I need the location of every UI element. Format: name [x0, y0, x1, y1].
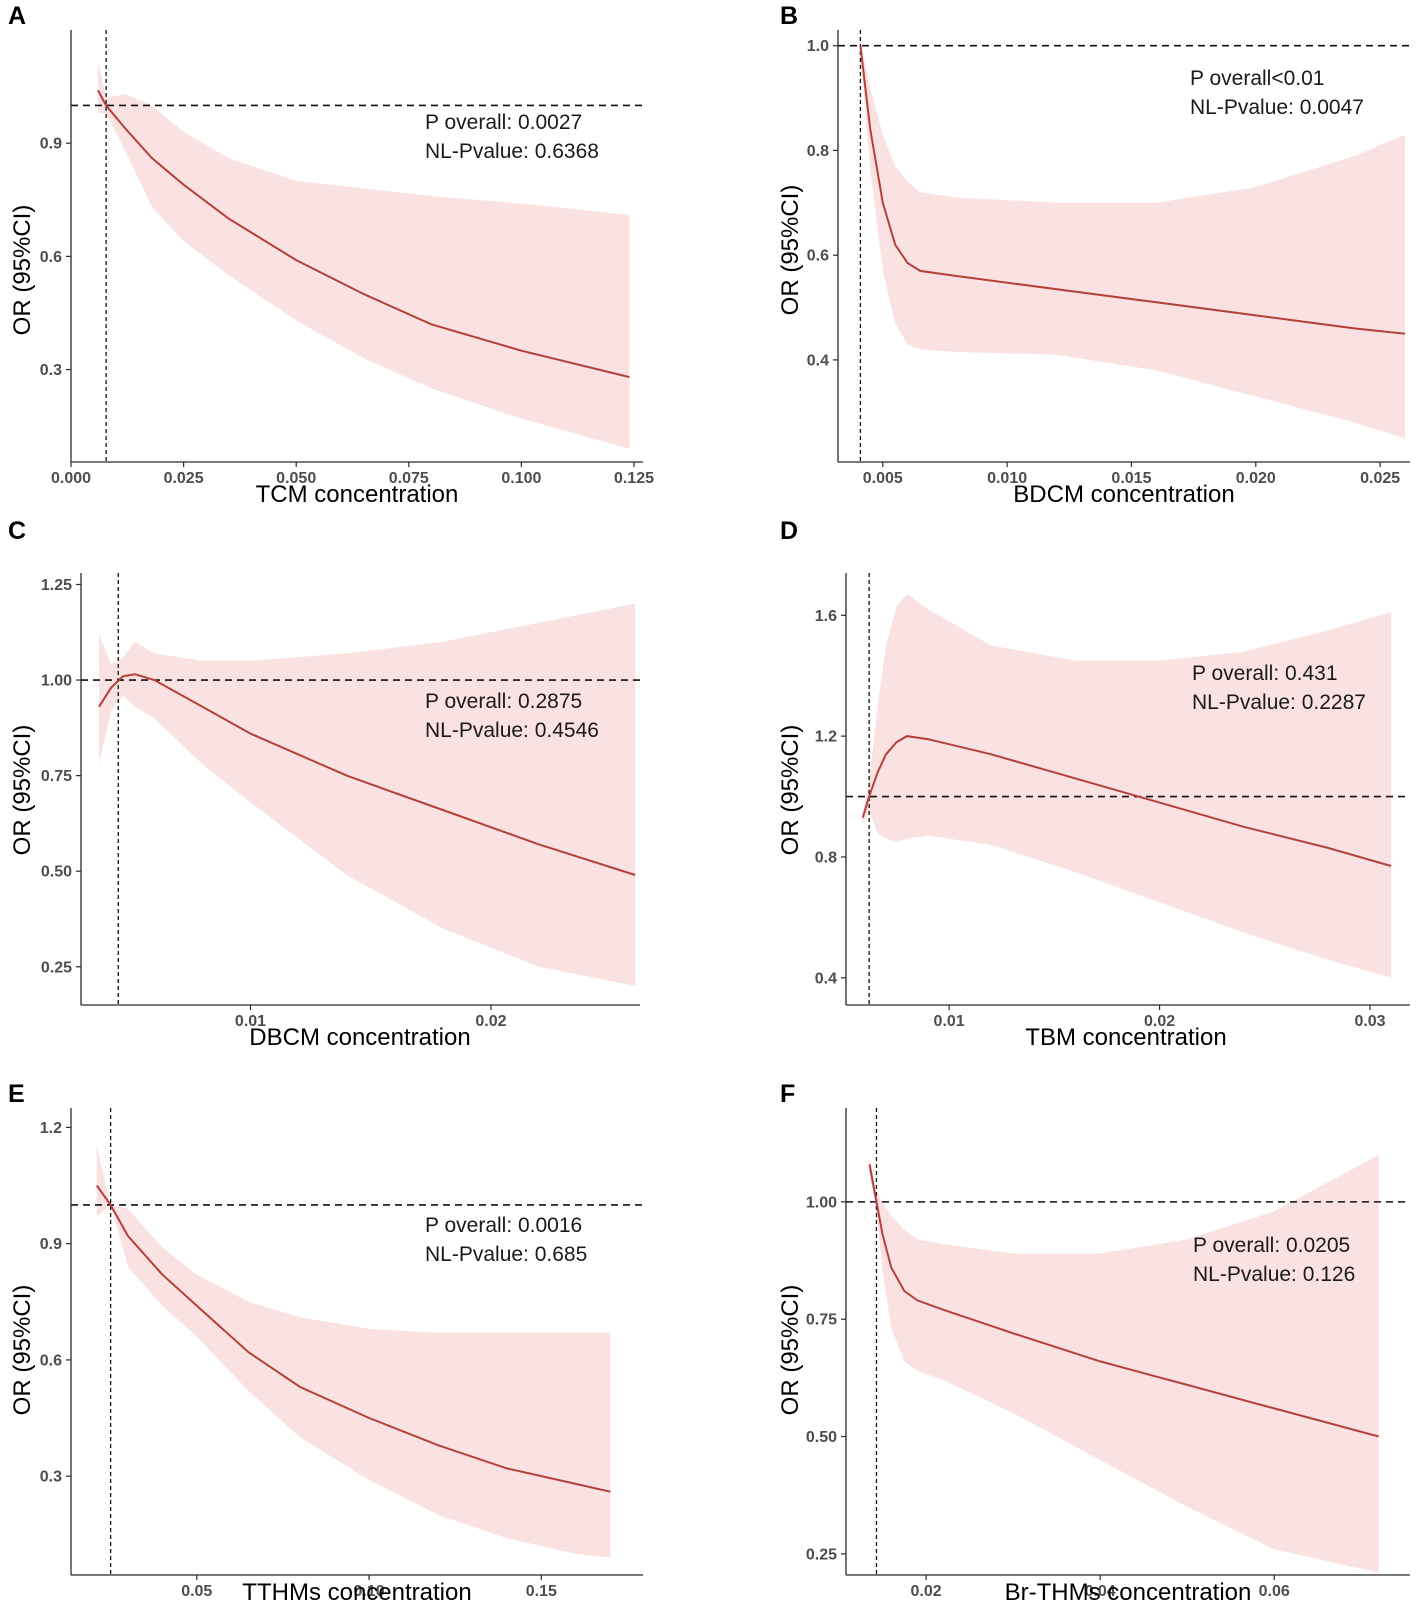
panel-letter: F: [780, 1080, 795, 1108]
confidence-band: [96, 1146, 611, 1558]
y-tick-label: 0.9: [40, 1236, 62, 1253]
y-tick-label: 0.6: [40, 1352, 62, 1369]
y-tick-label: 0.50: [806, 1429, 837, 1446]
panel-letter: E: [8, 1080, 25, 1108]
p-value-annotation: P overall<0.01: [1190, 67, 1324, 90]
or-curve: [868, 1164, 1379, 1438]
y-tick-label: 0.75: [41, 768, 72, 785]
x-tick-label: 0.01: [235, 1013, 266, 1030]
y-tick-label: 0.8: [815, 849, 837, 866]
panel-letter: A: [8, 2, 26, 30]
x-tick-label: 0.10: [353, 1583, 384, 1600]
y-axis-title: OR (95%CI): [9, 725, 36, 856]
x-tick-label: 0.05: [181, 1583, 212, 1600]
y-tick-label: 0.25: [806, 1546, 837, 1563]
x-tick-label: 0.100: [501, 470, 541, 487]
or-curve: [95, 1184, 611, 1493]
or-curve: [859, 45, 1406, 335]
panel-a: 0.000 0.025 0.050 0.075 0.100 0.125 0.3 0.6 0.9 A…: [8, 2, 654, 508]
x-axis-title: TCM concentration: [256, 481, 459, 508]
panel-e: 0.05 0.10 0.15 0.3 0.6 0.9 1.2 E TTHMs concentra…: [8, 1080, 643, 1606]
y-tick-label: 1.0: [807, 38, 829, 55]
x-tick-label: 0.02: [1144, 1013, 1175, 1030]
y-axis-title: OR (95%CI): [9, 1285, 36, 1416]
panel-b: 0.005 0.010 0.015 0.020 0.025 0.4 0.6 0.8 1.0 B BD…: [777, 2, 1410, 508]
x-tick-label: 0.050: [276, 470, 316, 487]
y-tick-label: 1.00: [41, 673, 72, 690]
confidence-band: [99, 603, 636, 986]
y-tick-label: 0.6: [807, 248, 829, 265]
p-value-annotation: NL-Pvalue: 0.126: [1193, 1263, 1355, 1286]
panel-letter: C: [8, 517, 26, 545]
p-value-annotation: P overall: 0.431: [1192, 662, 1338, 685]
x-tick-label: 0.01: [934, 1013, 965, 1030]
y-tick-label: 0.8: [807, 143, 829, 160]
y-tick-label: 0.6: [40, 249, 62, 266]
panel-letter: D: [780, 517, 798, 545]
x-tick-label: 0.005: [863, 470, 903, 487]
x-tick-label: 0.125: [614, 470, 654, 487]
x-tick-label: 0.15: [526, 1583, 557, 1600]
p-value-annotation: P overall: 0.2875: [425, 690, 582, 713]
x-tick-label: 0.02: [475, 1013, 506, 1030]
y-tick-label: 0.25: [41, 959, 72, 976]
x-tick-label: 0.025: [1360, 470, 1400, 487]
y-tick-label: 0.3: [40, 362, 62, 379]
p-value-annotation: P overall: 0.0027: [425, 111, 582, 134]
y-tick-label: 0.4: [807, 352, 829, 369]
y-tick-label: 1.2: [815, 729, 837, 746]
y-tick-label: 1.6: [815, 608, 837, 625]
p-value-annotation: NL-Pvalue: 0.4546: [425, 719, 599, 742]
x-tick-label: 0.03: [1354, 1013, 1385, 1030]
confidence-band: [869, 1154, 1379, 1573]
p-value-annotation: NL-Pvalue: 0.2287: [1192, 691, 1366, 714]
confidence-band: [862, 594, 1392, 978]
y-tick-label: 1.00: [806, 1194, 837, 1211]
y-axis-title: OR (95%CI): [777, 725, 804, 856]
y-axis-title: OR (95%CI): [9, 205, 36, 336]
x-tick-label: 0.025: [164, 470, 204, 487]
x-tick-label: 0.075: [389, 470, 429, 487]
or-curve: [98, 673, 636, 876]
p-value-annotation: NL-Pvalue: 0.0047: [1190, 96, 1364, 119]
or-curve: [861, 735, 1392, 867]
confidence-band: [98, 60, 630, 449]
p-value-annotation: NL-Pvalue: 0.6368: [425, 140, 599, 163]
y-tick-label: 0.75: [806, 1312, 837, 1329]
y-tick-label: 1.25: [41, 577, 72, 594]
x-axis-title: Br-THMs concentration: [1005, 1579, 1252, 1606]
x-tick-label: 0.06: [1259, 1583, 1290, 1600]
x-tick-label: 0.000: [51, 470, 91, 487]
y-tick-label: 0.4: [815, 970, 837, 987]
x-axis-title: DBCM concentration: [249, 1024, 470, 1051]
y-tick-label: 0.50: [41, 864, 72, 881]
p-value-annotation: NL-Pvalue: 0.685: [425, 1243, 587, 1266]
x-axis-title: BDCM concentration: [1013, 481, 1234, 508]
y-axis-title: OR (95%CI): [777, 185, 804, 316]
x-tick-label: 0.015: [1111, 470, 1151, 487]
y-axis-title: OR (95%CI): [777, 1285, 804, 1416]
y-tick-label: 0.9: [40, 136, 62, 153]
panel-d: 0.01 0.02 0.03 0.4 0.8 1.2 1.6 D TBM concentrati…: [777, 517, 1410, 1051]
y-tick-label: 0.3: [40, 1469, 62, 1486]
panel-letter: B: [780, 2, 798, 30]
x-tick-label: 0.02: [911, 1583, 942, 1600]
x-axis-title: TBM concentration: [1025, 1024, 1226, 1051]
y-tick-label: 1.2: [40, 1120, 62, 1137]
panel-f: 0.02 0.04 0.06 0.25 0.50 0.75 1.00 F Br-THMs con…: [777, 1080, 1410, 1606]
p-value-annotation: P overall: 0.0205: [1193, 1234, 1350, 1257]
x-axis-title: TTHMs concentration: [242, 1579, 471, 1606]
or-curve: [97, 89, 630, 379]
x-tick-label: 0.04: [1085, 1583, 1116, 1600]
confidence-band: [860, 40, 1405, 439]
x-tick-label: 0.020: [1236, 470, 1276, 487]
p-value-annotation: P overall: 0.0016: [425, 1214, 582, 1237]
panel-c: 0.01 0.02 0.25 0.50 0.75 1.00 1.25 C DBCM concen…: [8, 517, 640, 1051]
x-tick-label: 0.010: [987, 470, 1027, 487]
